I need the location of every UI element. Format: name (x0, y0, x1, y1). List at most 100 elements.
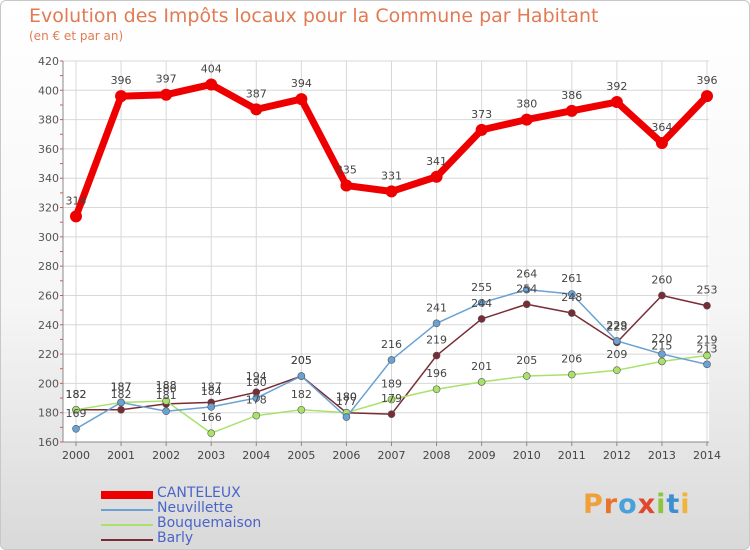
x-tick-label: 2000 (62, 449, 90, 462)
data-point (565, 104, 578, 117)
y-tick-label: 340 (38, 172, 59, 185)
logo-letter: o (618, 489, 638, 520)
data-label: 364 (651, 121, 672, 134)
data-label: 244 (471, 297, 492, 310)
data-point (252, 411, 261, 420)
data-label: 255 (471, 281, 492, 294)
data-label: 180 (336, 391, 357, 404)
data-point (703, 360, 711, 369)
data-point (117, 398, 125, 407)
data-label: 404 (201, 62, 222, 75)
legend-item-neuvillette: Neuvillette (101, 500, 301, 517)
data-label: 184 (201, 385, 222, 398)
data-point (655, 137, 668, 150)
data-point (430, 170, 443, 183)
x-tick-label: 2011 (558, 449, 586, 462)
data-point (297, 372, 306, 380)
data-label: 219 (697, 334, 718, 347)
legend-label: Barly (157, 530, 194, 546)
data-label: 253 (697, 284, 718, 297)
legend: CANTELEUX Neuvillette Bouquemaison Barly (101, 485, 301, 547)
data-label: 215 (651, 339, 672, 352)
data-label: 220 (651, 332, 672, 345)
plot-area (63, 61, 709, 442)
data-point (610, 96, 623, 109)
logo-letter: P (583, 489, 604, 520)
data-point (613, 337, 621, 345)
data-label: 196 (426, 367, 447, 380)
legend-label: Neuvillette (157, 500, 234, 516)
data-point (160, 88, 173, 101)
x-tick-label: 2004 (242, 449, 270, 462)
legend-item-barly: Barly (101, 530, 301, 547)
data-point (432, 319, 441, 328)
data-point (522, 372, 531, 380)
data-point (205, 78, 218, 91)
data-label: 380 (516, 98, 537, 111)
data-label: 190 (246, 376, 267, 389)
data-label: 341 (426, 155, 447, 168)
data-label: 205 (291, 354, 312, 367)
data-point (477, 378, 486, 386)
data-point (385, 185, 398, 198)
data-label: 179 (381, 392, 402, 405)
data-point (477, 315, 486, 323)
x-tick-label: 2014 (693, 449, 721, 462)
data-point (520, 113, 533, 126)
y-tick-label: 260 (38, 289, 59, 302)
data-label: 229 (606, 319, 627, 332)
data-label: 386 (561, 89, 582, 102)
y-tick-label: 360 (38, 143, 59, 156)
data-point (658, 350, 666, 358)
logo-letter: i (656, 489, 667, 520)
x-tick-label: 2006 (332, 449, 360, 462)
logo-letter: x (637, 489, 657, 520)
y-tick-label: 200 (38, 377, 59, 390)
data-point (567, 290, 576, 298)
data-label: 182 (111, 388, 132, 401)
x-tick-label: 2002 (152, 449, 180, 462)
legend-label: Bouquemaison (157, 515, 262, 531)
data-label: 205 (291, 354, 312, 367)
data-point (703, 301, 711, 310)
data-point (387, 410, 396, 418)
x-tick-label: 2005 (287, 449, 315, 462)
y-tick-label: 380 (38, 114, 59, 127)
legend-swatch (101, 538, 153, 541)
data-point (387, 356, 396, 364)
proxiti-logo: Proxiti (583, 489, 691, 520)
chart-subtitle: (en € et par an) (29, 29, 124, 43)
legend-item-bouquemaison: Bouquemaison (101, 515, 301, 532)
logo-letter: t (666, 489, 681, 520)
data-point (250, 103, 263, 116)
legend-label: CANTELEUX (157, 485, 241, 501)
y-tick-label: 300 (38, 231, 59, 244)
data-label: 206 (561, 353, 582, 366)
data-point (475, 123, 488, 136)
data-label: 182 (66, 388, 87, 401)
logo-letter: i (680, 489, 691, 520)
x-tick-label: 2010 (513, 449, 541, 462)
data-label: 331 (381, 169, 402, 182)
data-point (162, 397, 170, 405)
data-label: 213 (697, 342, 718, 355)
y-tick-label: 240 (38, 319, 59, 332)
x-tick-label: 2009 (468, 449, 496, 462)
data-point (117, 405, 125, 414)
y-tick-label: 320 (38, 202, 59, 215)
data-label: 169 (66, 407, 87, 420)
data-label: 187 (201, 380, 222, 393)
data-point (658, 357, 666, 366)
data-label: 314 (66, 194, 87, 207)
data-point (207, 403, 216, 411)
data-label: 396 (111, 74, 132, 87)
data-label: 228 (606, 320, 627, 333)
data-label: 216 (381, 338, 402, 351)
data-point (387, 395, 396, 404)
data-label: 205 (516, 354, 537, 367)
legend-item-canteleux: CANTELEUX (101, 485, 301, 502)
data-label: 335 (336, 164, 357, 177)
y-tick-label: 220 (38, 348, 59, 361)
data-point (342, 413, 351, 421)
x-tick-label: 2013 (648, 449, 676, 462)
